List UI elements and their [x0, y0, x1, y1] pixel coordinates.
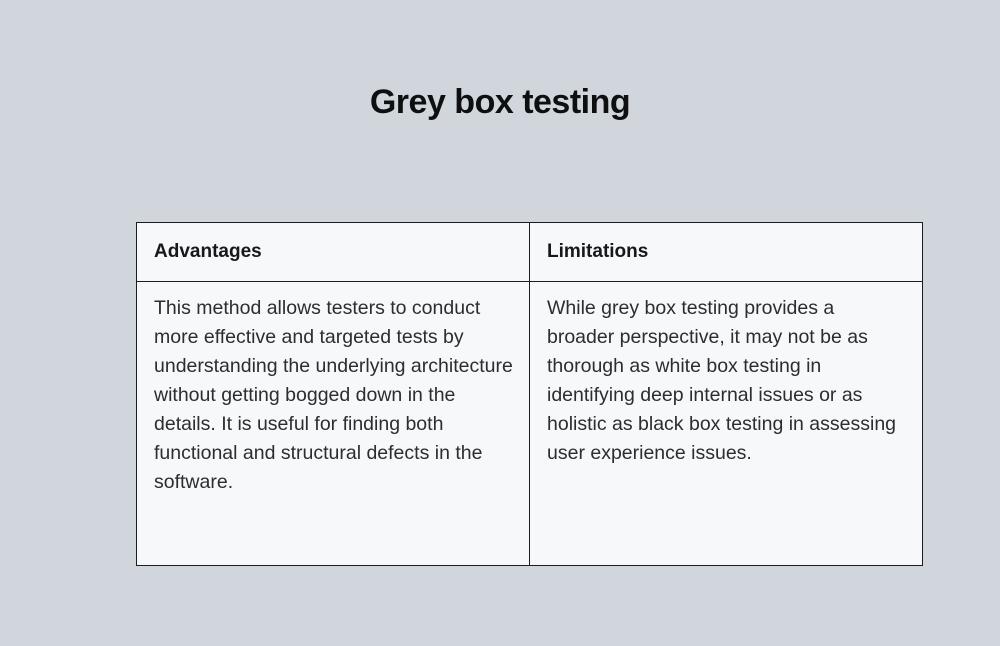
table-header-limitations: Limitations	[529, 222, 923, 282]
table-body-row: This method allows testers to conduct mo…	[136, 281, 923, 566]
table-header-row: Advantages Limitations	[136, 222, 923, 282]
table-cell-advantages: This method allows testers to conduct mo…	[136, 281, 530, 566]
table-cell-limitations: While grey box testing provides a broade…	[529, 281, 923, 566]
table-header-advantages: Advantages	[136, 222, 530, 282]
comparison-table: Advantages Limitations This method allow…	[136, 222, 923, 566]
page-title: Grey box testing	[369, 83, 631, 121]
